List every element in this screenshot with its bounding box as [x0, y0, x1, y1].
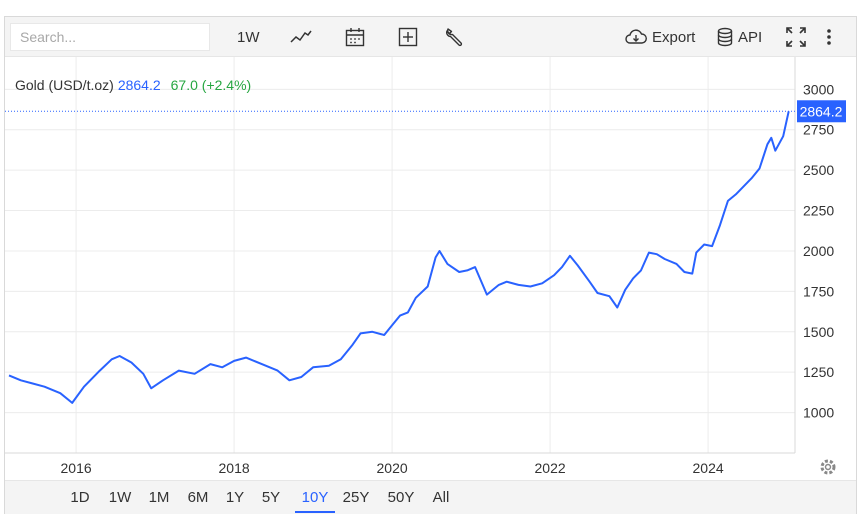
y-tick-label-1000: 1000 — [803, 405, 834, 421]
search-input[interactable] — [10, 23, 210, 51]
y-tick-label-2250: 2250 — [803, 203, 834, 219]
y-tick-label-2750: 2750 — [803, 122, 834, 138]
range-button-25y[interactable]: 25Y — [342, 489, 370, 506]
compare-button[interactable] — [398, 25, 418, 49]
chart-type-button[interactable] — [290, 25, 312, 49]
api-label: API — [738, 28, 763, 46]
interval-button[interactable]: 1W — [237, 25, 260, 49]
last-price-tag-label: 2864.2 — [800, 103, 843, 119]
calendar-icon — [345, 28, 365, 47]
x-tick-label-2022: 2022 — [535, 460, 566, 476]
range-button-1d[interactable]: 1D — [70, 489, 90, 506]
y-tick-label-2000: 2000 — [803, 243, 834, 259]
range-button-10y[interactable]: 10Y — [295, 485, 335, 513]
cloud-download-icon — [625, 29, 647, 44]
kebab-menu-icon — [827, 29, 831, 45]
range-button-all[interactable]: All — [432, 489, 450, 506]
y-tick-label-3000: 3000 — [803, 81, 834, 97]
gear-hub — [824, 463, 832, 471]
range-button-50y[interactable]: 50Y — [387, 489, 415, 506]
interval-label: 1W — [237, 28, 260, 46]
x-tick-label-2024: 2024 — [693, 460, 724, 476]
settings-gear-icon[interactable] — [820, 459, 836, 475]
x-tick-label-2020: 2020 — [377, 460, 408, 476]
x-tick-label-2016: 2016 — [61, 460, 92, 476]
range-button-1w[interactable]: 1W — [108, 489, 132, 506]
gear-teeth — [820, 459, 836, 475]
instrument-name: Gold (USD/t.oz) — [15, 77, 114, 93]
range-button-1m[interactable]: 1M — [148, 489, 170, 506]
fullscreen-icon — [786, 27, 806, 47]
range-button-5y[interactable]: 5Y — [261, 489, 281, 506]
indicators-button[interactable] — [445, 25, 465, 49]
chart-widget: 1W — [4, 16, 857, 514]
gold-price-line[interactable] — [8, 111, 790, 404]
last-price: 2864.2 — [117, 77, 161, 93]
line-chart-icon — [290, 30, 312, 43]
y-tick-label-1250: 1250 — [803, 364, 834, 380]
export-label: Export — [652, 28, 696, 46]
price-change: 67.0 (+2.4%) — [170, 77, 252, 93]
date-range-button[interactable] — [345, 25, 365, 49]
chart-legend: Gold (USD/t.oz) 2864.2 67.0 (+2.4%) — [15, 77, 251, 93]
x-tick-label-2018: 2018 — [219, 460, 250, 476]
chart-toolbar: 1W — [5, 17, 856, 57]
database-icon — [717, 27, 733, 47]
price-chart[interactable]: 1000 1250 1500 1750 2000 2250 2500 2750 3000 2016… — [5, 57, 858, 480]
chart-area[interactable]: 1000 1250 1500 1750 2000 2250 2500 2750 3000 2016… — [5, 57, 858, 480]
fullscreen-button[interactable] — [786, 25, 806, 49]
api-button[interactable]: API — [717, 25, 762, 49]
y-tick-label-2500: 2500 — [803, 162, 834, 178]
y-tick-label-1750: 1750 — [803, 283, 834, 299]
range-button-1y[interactable]: 1Y — [225, 489, 245, 506]
range-selector: 1D 1W 1M 6M 1Y 5Y 10Y 25Y 50Y All — [5, 480, 856, 514]
range-button-6m[interactable]: 6M — [187, 489, 209, 506]
y-tick-label-1500: 1500 — [803, 324, 834, 340]
export-button[interactable]: Export — [625, 25, 695, 49]
wrench-icon — [446, 28, 463, 47]
more-menu-button[interactable] — [825, 25, 833, 49]
plus-square-icon — [398, 27, 418, 47]
last-price-tag — [797, 100, 846, 123]
